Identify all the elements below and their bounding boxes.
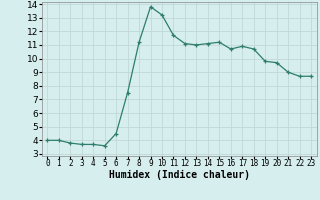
X-axis label: Humidex (Indice chaleur): Humidex (Indice chaleur)	[109, 170, 250, 180]
